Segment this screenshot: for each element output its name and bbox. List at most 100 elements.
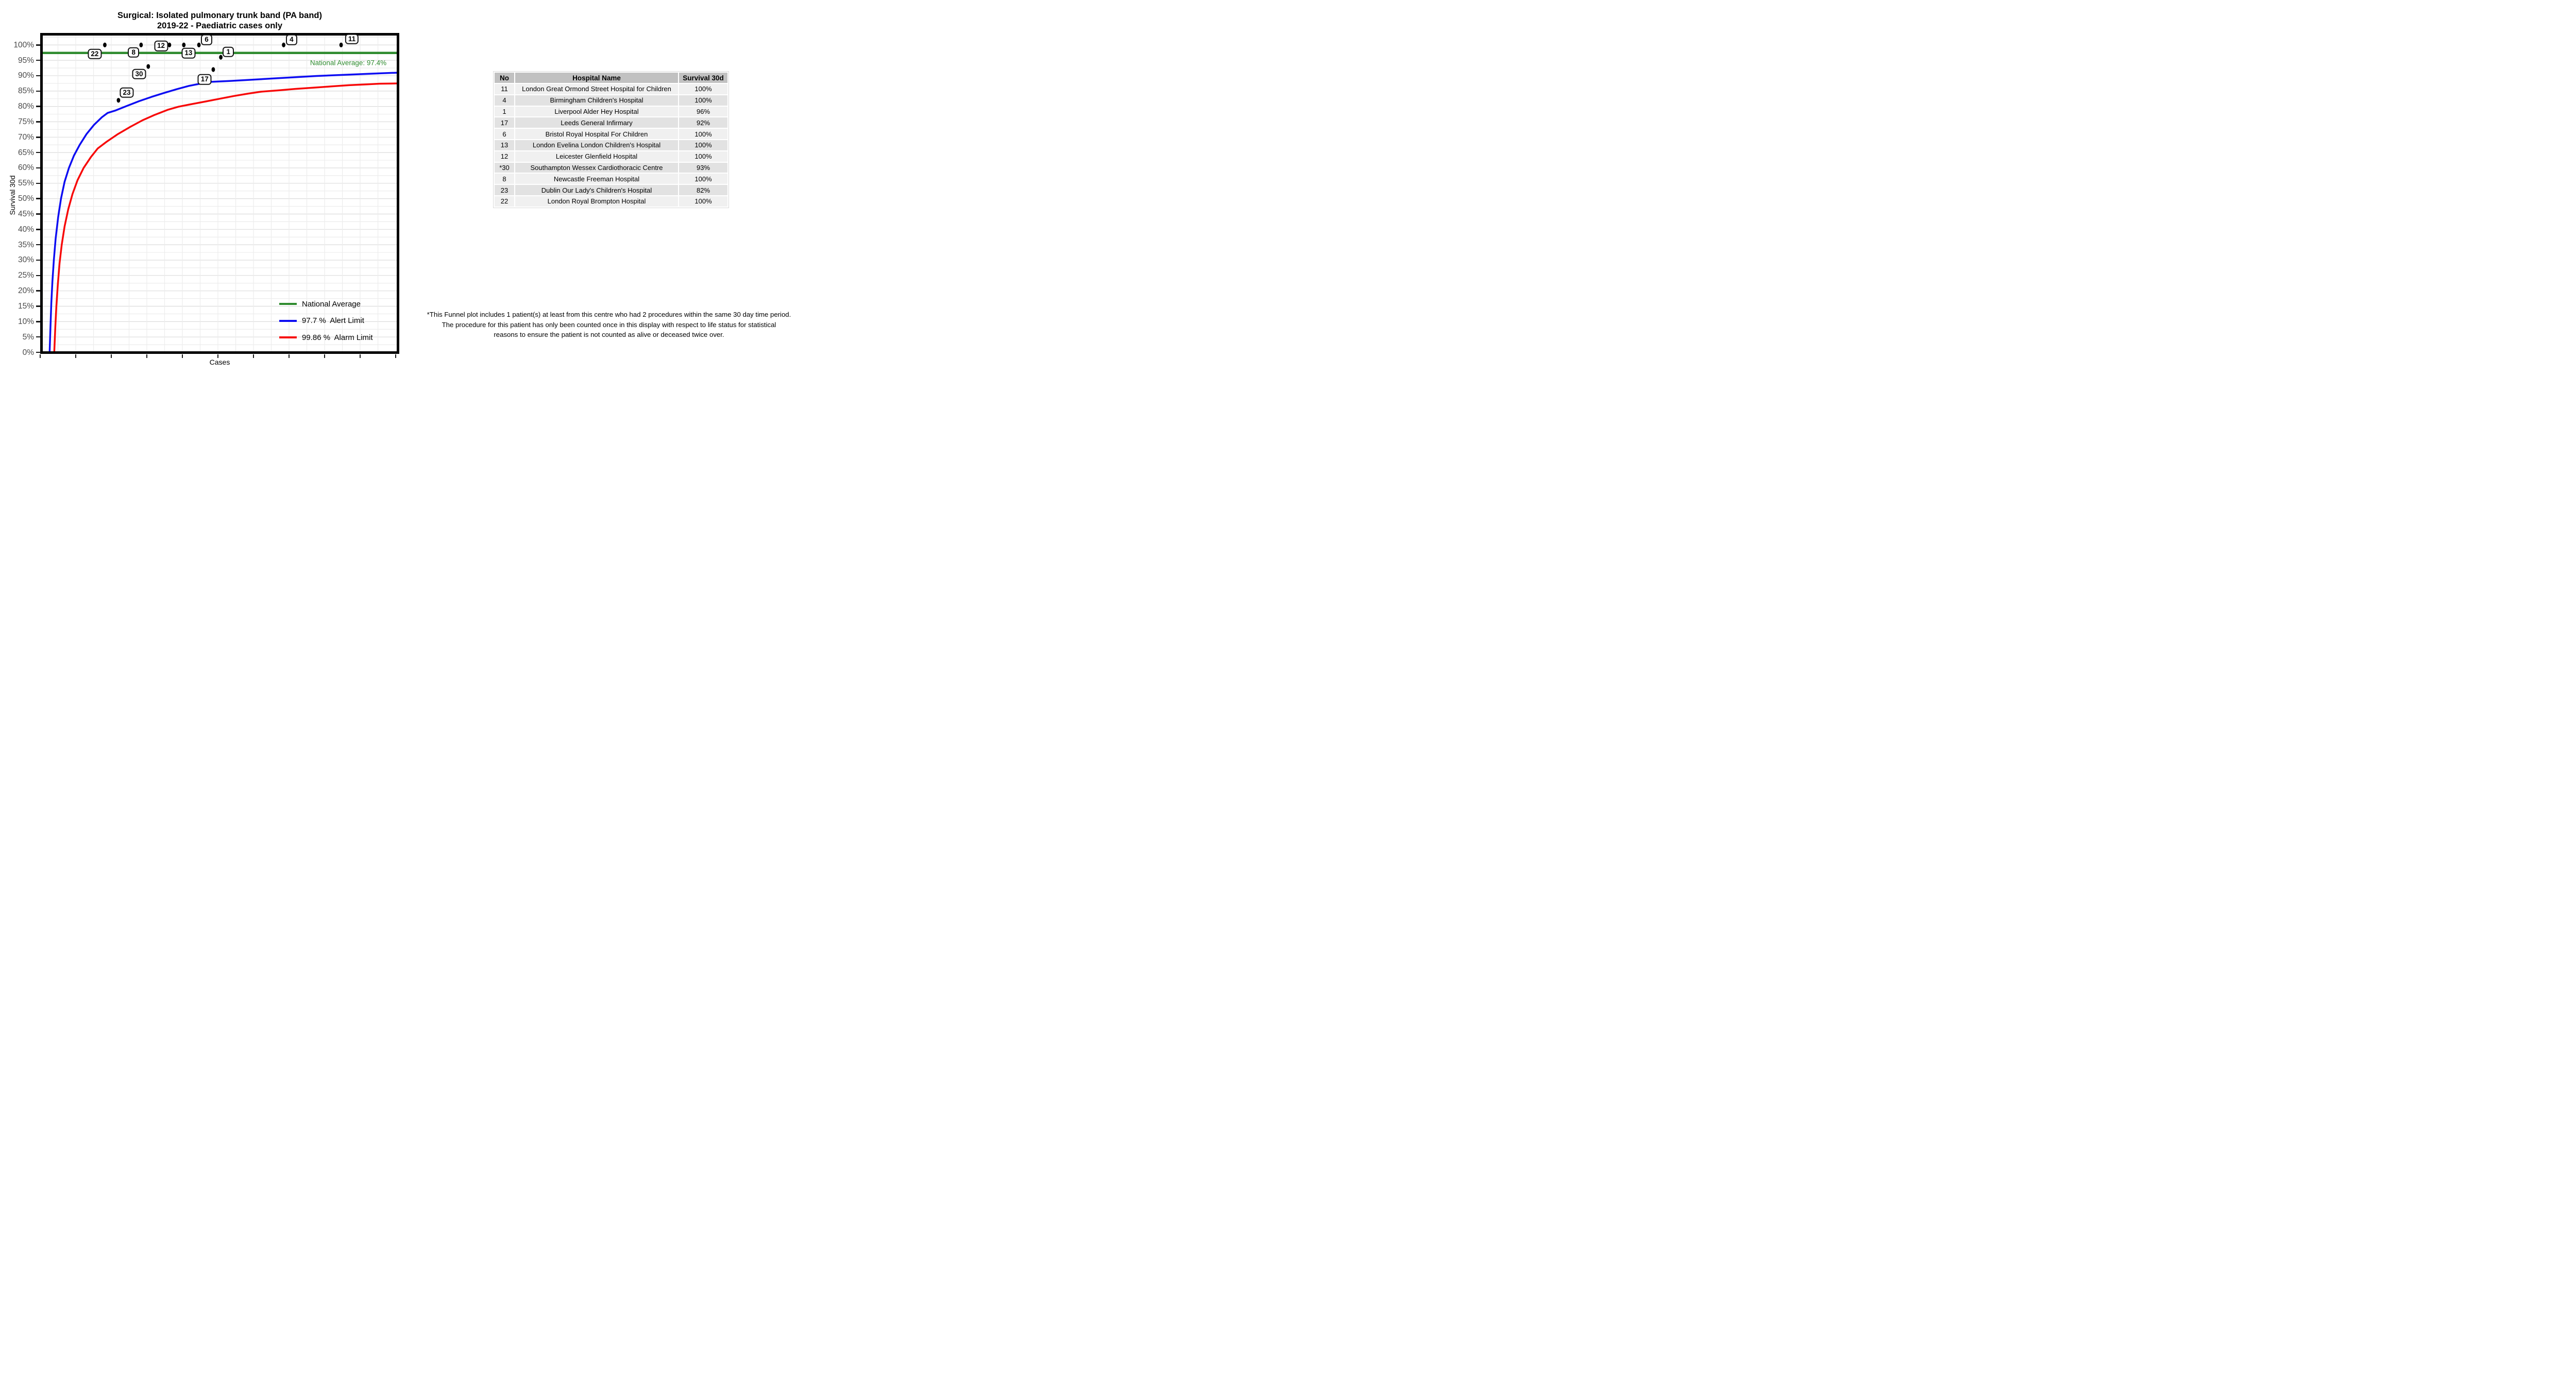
y-tick-mark <box>36 290 40 292</box>
hospital-table-body: 11 London Great Ormond Street Hospital fo… <box>495 84 727 207</box>
y-tick-mark <box>36 259 40 261</box>
table-row-6: 6 Bristol Royal Hospital For Children 100% <box>495 129 727 139</box>
cell-hospital-name: Birmingham Children's Hospital <box>515 95 678 106</box>
point-label-11: 11 <box>345 33 359 45</box>
x-tick-mark <box>75 354 77 358</box>
point-label-13: 13 <box>181 48 196 59</box>
cell-survival: 100% <box>679 151 727 162</box>
point-label-23: 23 <box>120 87 134 98</box>
legend: National Average 97.7 % Alert Limit 99.86 … <box>40 33 399 354</box>
point-label-30: 30 <box>132 69 146 80</box>
table-row-13: 13 London Evelina London Children's Hospi… <box>495 140 727 150</box>
cell-survival: 100% <box>679 140 727 150</box>
data-point-12 <box>167 42 172 47</box>
y-tick-mark <box>36 75 40 77</box>
y-tick-label-65: 65% <box>18 148 34 157</box>
x-tick-mark <box>288 354 290 358</box>
table-row-22: 22 London Royal Brompton Hospital 100% <box>495 196 727 207</box>
y-tick-label-70: 70% <box>18 132 34 142</box>
footnote-line-2: The procedure for this patient has only … <box>442 320 776 329</box>
y-tick-mark <box>36 44 40 46</box>
x-tick-mark <box>359 354 361 358</box>
cell-no: 8 <box>495 174 514 184</box>
data-point-13 <box>182 42 186 47</box>
table-header-hospital-name: Hospital Name <box>515 73 678 83</box>
y-tick-mark <box>36 351 40 353</box>
cell-no: 1 <box>495 106 514 117</box>
cell-no: 22 <box>495 196 514 207</box>
y-tick-mark <box>36 275 40 277</box>
cell-no: *30 <box>495 162 514 173</box>
legend-label: 97.7 % Alert Limit <box>302 316 364 325</box>
cell-hospital-name: Leicester Glenfield Hospital <box>515 151 678 162</box>
cell-survival: 96% <box>679 106 727 117</box>
cell-hospital-name: London Evelina London Children's Hospita… <box>515 140 678 150</box>
chart-title-line1: Surgical: Isolated pulmonary trunk band … <box>117 11 322 20</box>
cell-no: 17 <box>495 117 514 128</box>
y-tick-label-35: 35% <box>18 240 34 249</box>
point-label-22: 22 <box>88 48 102 59</box>
x-axis-title: Cases <box>209 358 230 366</box>
y-tick-label-45: 45% <box>18 209 34 218</box>
point-label-4: 4 <box>285 34 297 45</box>
cell-hospital-name: London Great Ormond Street Hospital for … <box>515 84 678 94</box>
cell-no: 11 <box>495 84 514 94</box>
point-label-1: 1 <box>223 46 234 58</box>
y-tick-mark <box>36 137 40 138</box>
cell-no: 13 <box>495 140 514 150</box>
y-tick-label-100: 100% <box>13 40 34 49</box>
cell-survival: 100% <box>679 95 727 106</box>
y-tick-mark <box>36 336 40 338</box>
table-row-8: 8 Newcastle Freeman Hospital 100% <box>495 174 727 184</box>
y-tick-mark <box>36 121 40 123</box>
data-point-11 <box>339 42 343 47</box>
y-tick-label-0: 0% <box>22 348 34 357</box>
footnote: *This Funnel plot includes 1 patient(s) … <box>400 310 809 340</box>
y-tick-mark <box>36 90 40 92</box>
alert-limit-curve <box>48 72 399 353</box>
x-tick-mark <box>252 354 255 358</box>
cell-hospital-name: Newcastle Freeman Hospital <box>515 174 678 184</box>
hospital-table-head: No Hospital Name Survival 30d <box>495 73 727 83</box>
legend-item-alarm-limit: 99.86 % Alarm Limit <box>279 333 373 342</box>
y-tick-mark <box>36 321 40 322</box>
plot-border <box>40 33 399 354</box>
table-row-12: 12 Leicester Glenfield Hospital 100% <box>495 151 727 162</box>
chart-title-line2: 2019-22 - Paediatric cases only <box>157 21 283 30</box>
table-header-no: No <box>495 73 514 83</box>
data-point-4 <box>282 42 285 47</box>
cell-survival: 100% <box>679 196 727 207</box>
y-tick-mark <box>36 59 40 61</box>
y-tick-label-25: 25% <box>18 271 34 280</box>
cell-no: 4 <box>495 95 514 106</box>
legend-label: 99.86 % Alarm Limit <box>302 333 373 342</box>
point-label-17: 17 <box>197 74 212 85</box>
point-label-8: 8 <box>128 47 140 58</box>
cell-no: 6 <box>495 129 514 139</box>
plot-area: 22 23 8 30 12 13 6 17 1 4 11 National Average: 97.… <box>40 33 399 354</box>
x-tick-mark <box>324 354 326 358</box>
y-tick-label-95: 95% <box>18 56 34 65</box>
legend-swatch <box>279 303 297 305</box>
cell-survival: 100% <box>679 129 727 139</box>
point-label-6: 6 <box>201 34 213 45</box>
legend-label: National Average <box>302 299 361 309</box>
y-tick-label-50: 50% <box>18 194 34 203</box>
y-tick-label-10: 10% <box>18 317 34 326</box>
y-tick-mark <box>36 229 40 230</box>
point-label-12: 12 <box>154 40 168 52</box>
y-tick-mark <box>36 182 40 184</box>
y-tick-mark <box>36 106 40 107</box>
y-tick-mark <box>36 151 40 153</box>
x-tick-mark <box>146 354 148 358</box>
y-tick-mark <box>36 198 40 199</box>
table-row-11: 11 London Great Ormond Street Hospital fo… <box>495 84 727 94</box>
x-tick-mark <box>39 354 41 358</box>
data-point-30 <box>146 64 150 69</box>
y-tick-label-15: 15% <box>18 302 34 311</box>
footnote-line-3: reasons to ensure the patient is not cou… <box>494 331 724 339</box>
data-point-17 <box>211 67 215 72</box>
cell-hospital-name: Dublin Our Lady's Children's Hospital <box>515 185 678 195</box>
national-average-annotation: National Average: 97.4% <box>310 59 387 67</box>
table-row-4: 4 Birmingham Children's Hospital 100% <box>495 95 727 106</box>
